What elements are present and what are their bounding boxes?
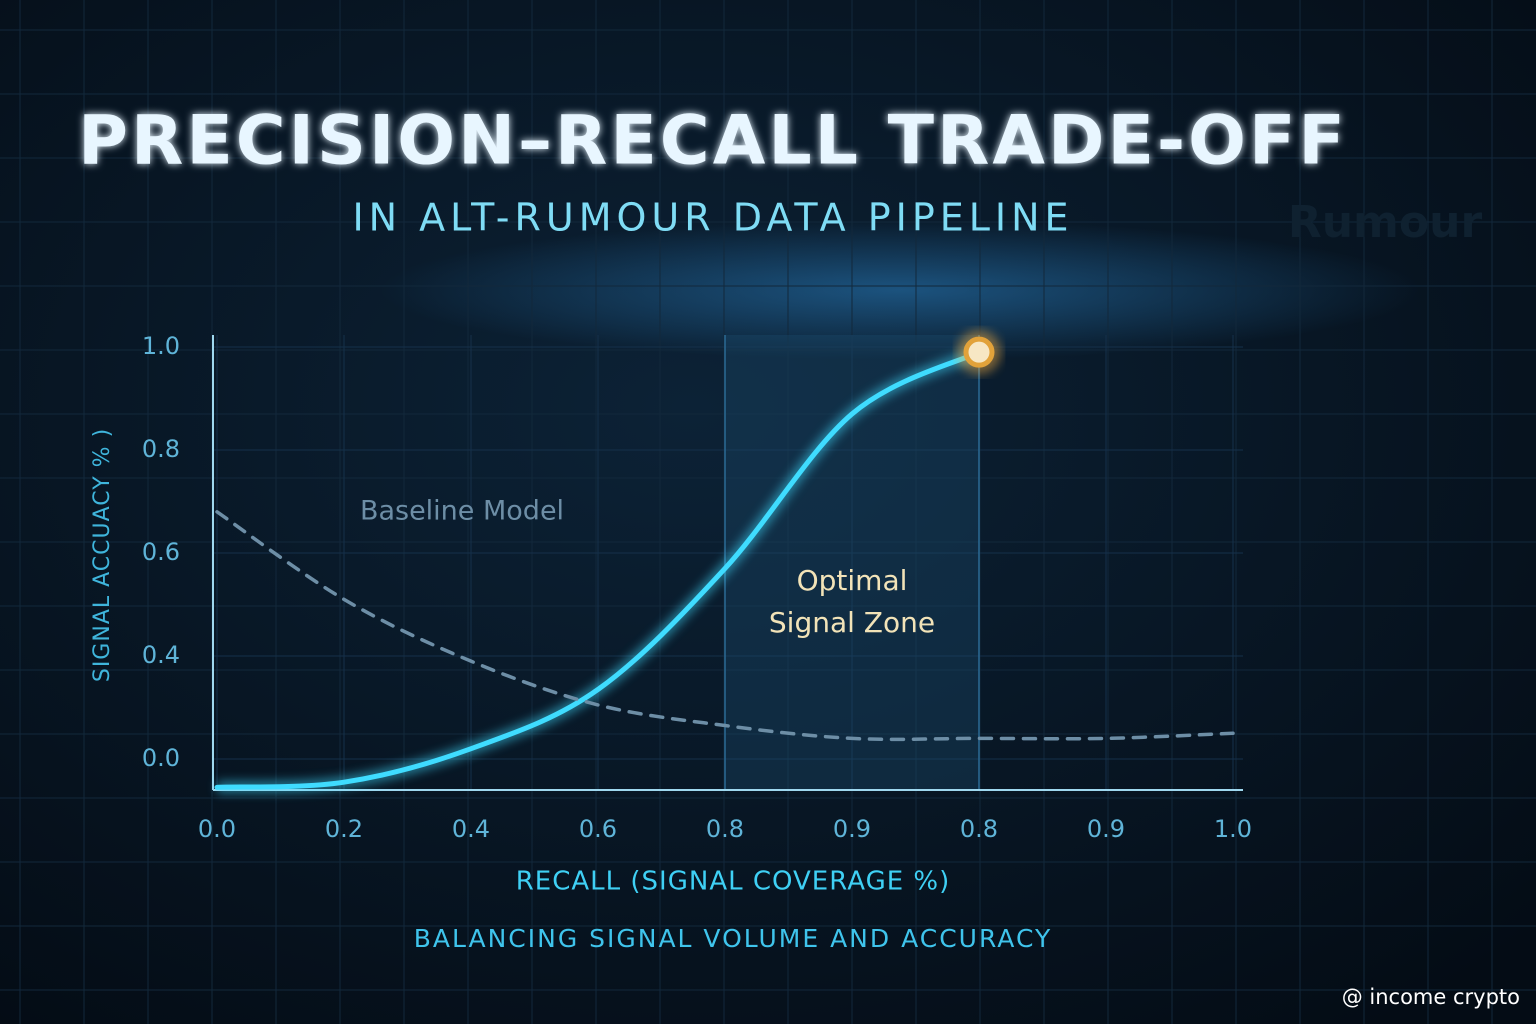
x-tick-label: 0.0	[198, 815, 236, 843]
y-tick-label: 0.4	[142, 641, 180, 669]
x-tick-label: 0.9	[1087, 815, 1125, 843]
y-tick-label: 0.6	[142, 538, 180, 566]
series-line	[214, 349, 982, 790]
x-tick-label: 0.8	[960, 815, 998, 843]
chart-subtitle: IN ALT-RUMOUR DATA PIPELINE	[352, 196, 1073, 240]
x-tick-label: 0.9	[833, 815, 871, 843]
series-label: Baseline Model	[360, 496, 564, 527]
zone-label: Optimal	[797, 564, 908, 597]
chart-title: PRECISION–RECALL TRADE-OFF	[78, 102, 1348, 181]
endpoint	[963, 336, 995, 368]
x-tick-label: 0.2	[325, 815, 363, 843]
series-line	[215, 510, 1235, 742]
y-tick-label: 0.0	[142, 744, 180, 772]
y-tick-label: 1.0	[142, 332, 180, 360]
x-tick-label: 0.8	[706, 815, 744, 843]
caption: BALANCING SIGNAL VOLUME AND ACCURACY	[414, 924, 1053, 953]
watermark: @ income crypto	[1342, 985, 1520, 1009]
x-tick-label: 0.6	[579, 815, 617, 843]
zone-label: Signal Zone	[769, 606, 935, 639]
y-tick-label: 0.8	[142, 435, 180, 463]
optimal-zone	[725, 335, 979, 790]
x-axis-label: RECALL (SIGNAL COVERAGE %)	[516, 867, 951, 897]
x-tick-label: 0.4	[452, 815, 490, 843]
x-tick-label: 1.0	[1214, 815, 1252, 843]
logo-text: Rumour	[1288, 197, 1483, 248]
glow	[380, 220, 1420, 360]
y-axis-label: SIGNAL ACCUACY % )	[90, 428, 115, 682]
